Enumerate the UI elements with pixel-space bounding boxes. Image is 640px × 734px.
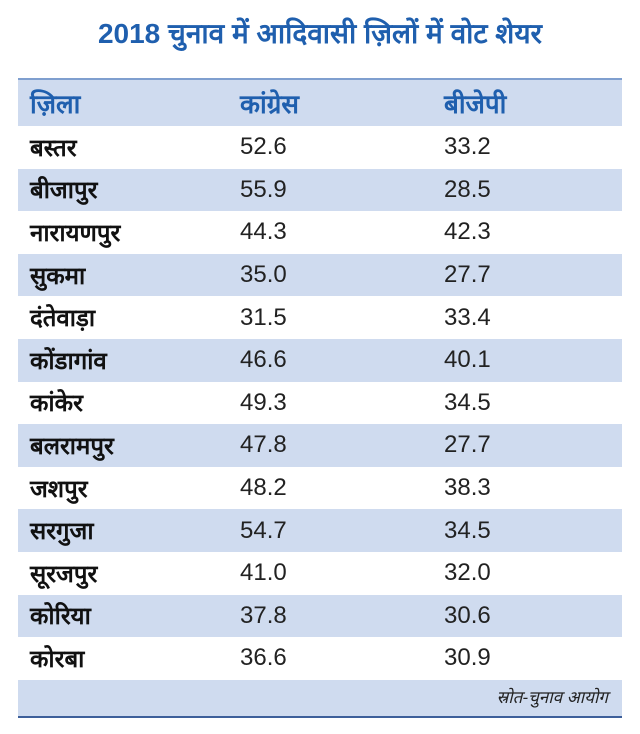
cell: 49.3: [240, 388, 287, 416]
cell: 32.0: [444, 559, 491, 587]
table-row: जशपुर 48.2 38.3: [18, 467, 622, 510]
cell: 40.1: [444, 346, 491, 374]
cell: जशपुर: [30, 475, 88, 503]
cell: 54.7: [240, 516, 287, 544]
cell: 28.5: [444, 175, 491, 203]
cell: 35.0: [240, 261, 287, 289]
table-row: दंतेवाड़ा 31.5 33.4: [18, 296, 622, 339]
cell: 34.5: [444, 516, 491, 544]
cell: बलरामपुर: [30, 432, 114, 460]
header-cell: ज़िला: [30, 89, 81, 119]
cell: 44.3: [240, 218, 287, 246]
cell: 47.8: [240, 431, 287, 459]
cell: 27.7: [444, 261, 491, 289]
cell: 46.6: [240, 346, 287, 374]
cell: बीजापुर: [30, 177, 98, 205]
cell: कोरबा: [30, 645, 85, 673]
table-row: सूरजपुर 41.0 32.0: [18, 552, 622, 595]
cell: 33.2: [444, 133, 491, 161]
cell: 38.3: [444, 474, 491, 502]
table-row: कोरिया 37.8 30.6: [18, 594, 622, 638]
cell: सुकमा: [30, 262, 86, 290]
cell: 30.9: [444, 644, 491, 672]
table-row: बीजापुर 55.9 28.5: [18, 168, 622, 212]
table-row: कोरबा 36.6 30.9: [18, 637, 622, 680]
cell: दंतेवाड़ा: [30, 305, 96, 333]
table-row: कांकेर 49.3 34.5: [18, 382, 622, 425]
title: 2018 चुनाव में आदिवासी ज़िलों में वोट शे…: [97, 18, 543, 49]
table-row: बस्तर 52.6 33.2: [18, 126, 622, 169]
header-cell: बीजेपी: [444, 89, 507, 119]
table-row: नारायणपुर 44.3 42.3: [18, 211, 622, 254]
table-row: बलरामपुर 47.8 27.7: [18, 424, 622, 467]
cell: 41.0: [240, 559, 287, 587]
cell: सूरजपुर: [30, 560, 98, 588]
cell: 27.7: [444, 431, 491, 459]
table-row: सुकमा 35.0 27.7: [18, 253, 622, 297]
cell: कोरिया: [30, 603, 91, 631]
header-row: ज़िला कांग्रेस बीजेपी: [18, 80, 622, 126]
cell: बस्तर: [30, 134, 77, 162]
cell: 52.6: [240, 133, 287, 161]
cell: 30.6: [444, 601, 491, 629]
cell: 36.6: [240, 644, 287, 672]
cell: 34.5: [444, 388, 491, 416]
header-cell: कांग्रेस: [240, 89, 299, 119]
cell: 55.9: [240, 175, 287, 203]
cell: सरगुजा: [30, 518, 94, 546]
table: ज़िला कांग्रेस बीजेपी बस्तर 52.6 33.2 बीजापुर 5…: [18, 78, 622, 718]
table-row: कोंडागांव 46.6 40.1: [18, 338, 622, 382]
cell: 42.3: [444, 218, 491, 246]
cell: नारायणपुर: [30, 219, 121, 247]
cell: 37.8: [240, 601, 287, 629]
cell: 31.5: [240, 303, 287, 331]
table-row: सरगुजा 54.7 34.5: [18, 509, 622, 552]
source-note: स्रोत-चुनाव आयोग: [18, 679, 622, 716]
cell: कोंडागांव: [30, 347, 107, 375]
cell: 33.4: [444, 303, 491, 331]
cell: 48.2: [240, 474, 287, 502]
cell: कांकेर: [30, 390, 83, 418]
